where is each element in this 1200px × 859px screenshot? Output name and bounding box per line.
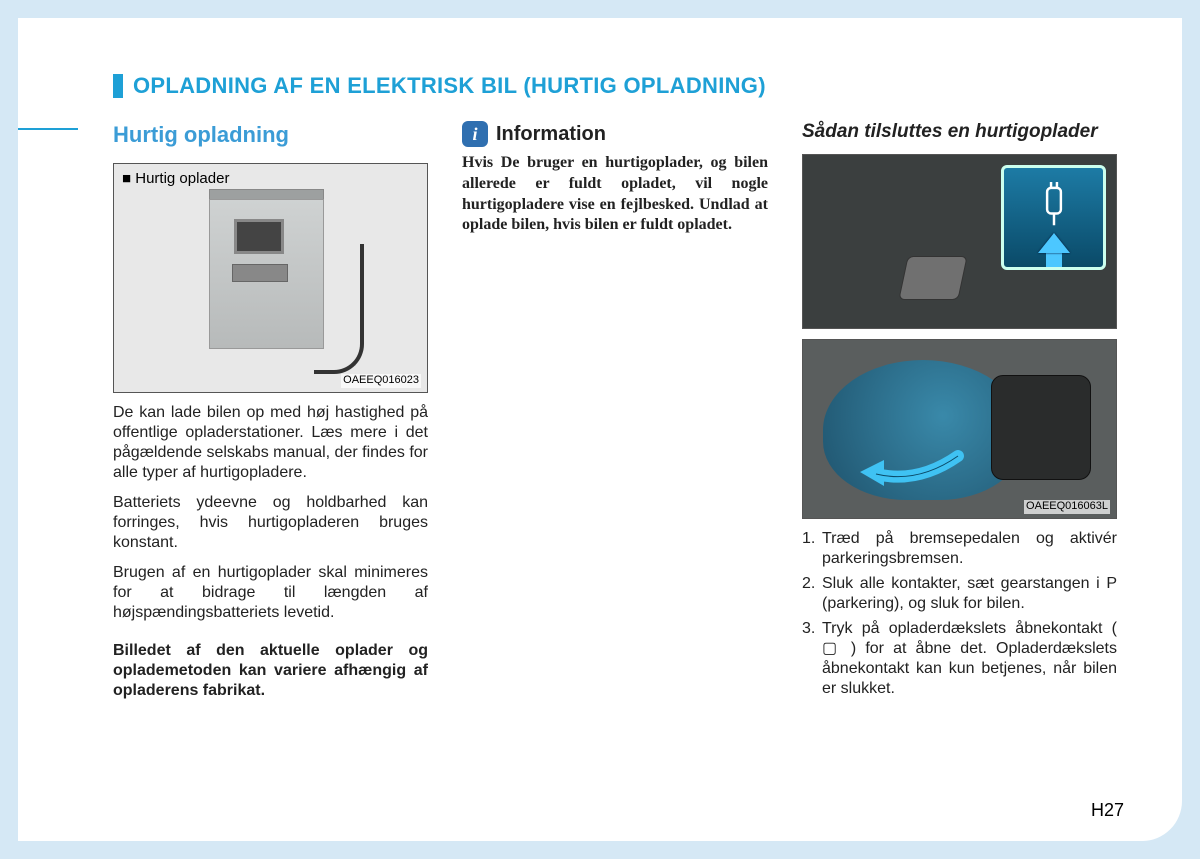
info-heading-row: i Information	[462, 121, 768, 147]
page-title: OPLADNING AF EN ELEKTRISK BIL (HURTIG OP…	[133, 73, 766, 99]
figure3-id: OAEEQ016063L	[1024, 500, 1110, 514]
col1-para-bold: Billedet af den aktuelle oplader og opla…	[113, 641, 428, 701]
col1-para3: Brugen af en hurtigoplader skal minimere…	[113, 563, 428, 623]
columns: Hurtig opladning ■ Hurtig oplader OAEEQ0…	[113, 121, 1117, 704]
col1-para1: De kan lade bilen op med høj hastighed p…	[113, 403, 428, 483]
figure1-caption-text: Hurtig oplader	[135, 170, 229, 187]
step-3: Tryk på opladerdækslets åbnekontakt ( ▢ …	[802, 619, 1117, 699]
ev-button-highlight	[1001, 165, 1106, 270]
charger-keypad-shape	[232, 264, 288, 282]
figure1-id: OAEEQ016023	[341, 374, 421, 388]
pedal-shape	[898, 256, 967, 300]
heading-row: OPLADNING AF EN ELEKTRISK BIL (HURTIG OP…	[113, 73, 1117, 99]
info-text: Hvis De bruger en hurtigoplader, og bile…	[462, 153, 768, 236]
page-number: H27	[1091, 800, 1124, 821]
arrow-stem	[1046, 253, 1062, 267]
heading-bar-icon	[113, 74, 123, 98]
column-1: Hurtig opladning ■ Hurtig oplader OAEEQ0…	[113, 121, 428, 704]
figure-interior-button	[802, 154, 1117, 329]
arrow-up-icon	[1038, 233, 1070, 253]
ev-plug-icon	[1037, 182, 1071, 227]
charger-screen-shape	[234, 219, 284, 254]
side-accent-line	[18, 128, 78, 130]
column-2: i Information Hvis De bruger en hurtigop…	[462, 121, 768, 704]
figure-quick-charger: ■ Hurtig oplader OAEEQ016023	[113, 163, 428, 393]
figure1-caption-prefix: ■	[122, 170, 135, 187]
figure-charge-port: OAEEQ016063L	[802, 339, 1117, 519]
col1-para2: Batteriets ydeevne og holdbarhed kan for…	[113, 493, 428, 553]
curved-arrow-icon	[858, 450, 968, 488]
charger-cable-shape	[314, 244, 364, 374]
steps-list: Træd på bremsepedalen og aktivér parkeri…	[802, 529, 1117, 699]
column-3: Sådan tilsluttes en hurtigoplader	[802, 121, 1117, 704]
info-title: Information	[496, 122, 606, 147]
info-icon: i	[462, 121, 488, 147]
col1-subheading: Hurtig opladning	[113, 121, 428, 149]
col3-subheading: Sådan tilsluttes en hurtigoplader	[802, 121, 1117, 144]
port-cap-shape	[991, 375, 1091, 480]
step-2: Sluk alle kontakter, sæt gearstangen i P…	[802, 574, 1117, 614]
page-container: OPLADNING AF EN ELEKTRISK BIL (HURTIG OP…	[18, 18, 1182, 841]
step-1: Træd på bremsepedalen og aktivér parkeri…	[802, 529, 1117, 569]
figure1-caption: ■ Hurtig oplader	[122, 170, 229, 189]
